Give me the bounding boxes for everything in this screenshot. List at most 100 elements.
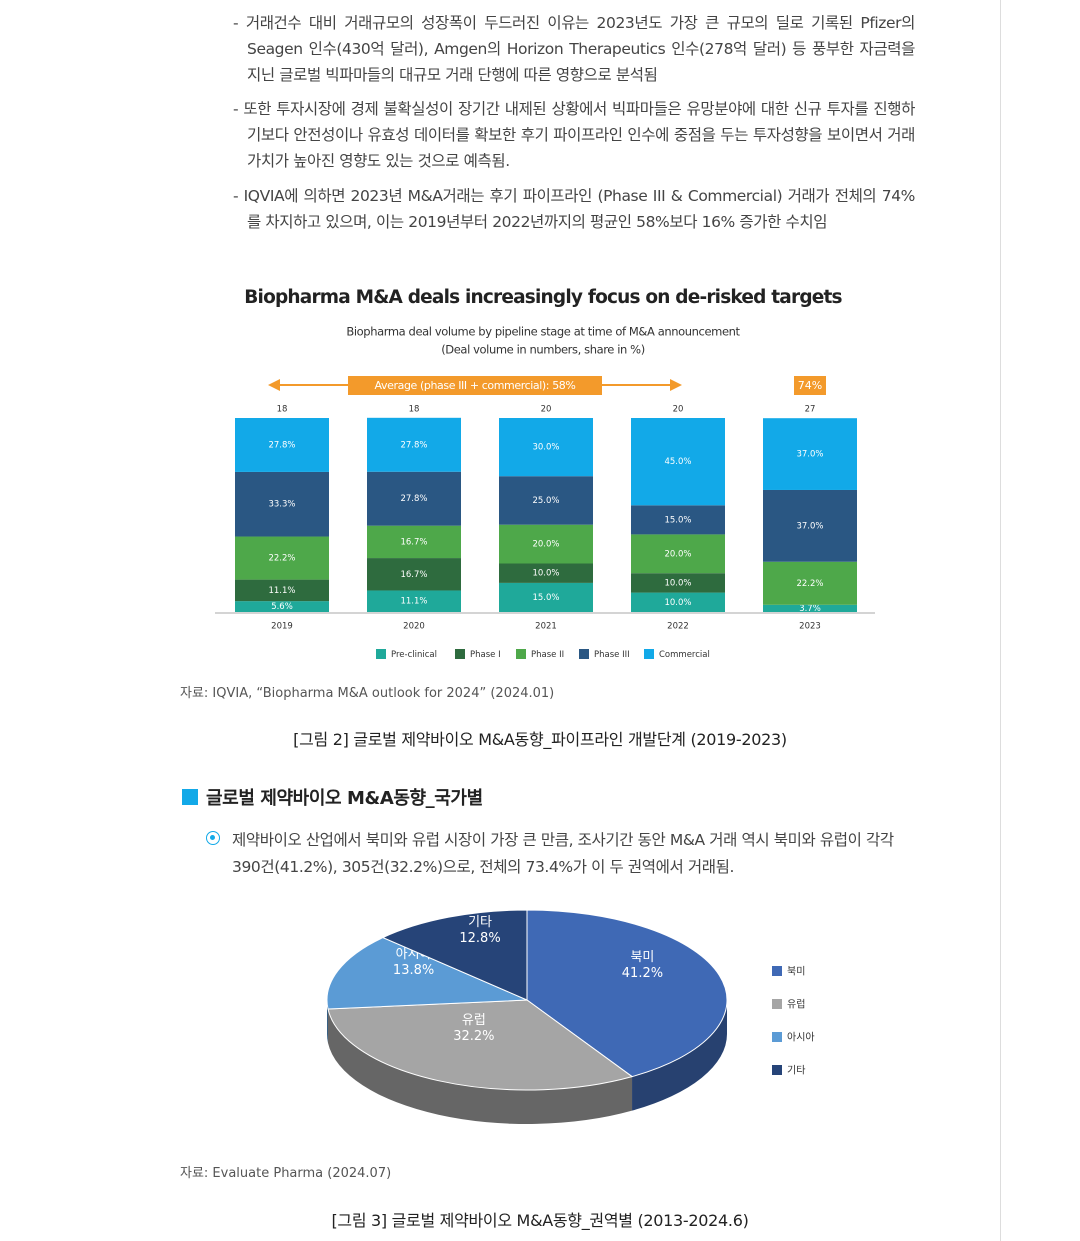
legend-swatch xyxy=(455,649,465,659)
value-label: 10.0% xyxy=(664,578,691,588)
heading-icon xyxy=(182,789,198,805)
caption: [그림 2] 글로벌 제약바이오 M&A동향_파이프라인 개발단계 (2019-… xyxy=(293,730,787,749)
legend-label: 아시아 xyxy=(787,1032,815,1044)
annotation: Average (phase III + commercial): 58% xyxy=(375,379,576,392)
bar-segment xyxy=(367,590,461,612)
x-tick-label: 2023 xyxy=(799,622,821,632)
value-label: 10.0% xyxy=(532,569,559,579)
bullet-text: 또한 투자시장에 경제 불확실성이 장기간 내제된 상황에서 빅파마들은 유망분… xyxy=(243,100,915,170)
value-label: 27.8% xyxy=(268,440,295,450)
legend-label: Phase II xyxy=(531,650,564,660)
total-label: 20 xyxy=(673,405,684,415)
bar-segment xyxy=(631,418,725,506)
value-label: 16.7% xyxy=(400,537,427,547)
pie-side xyxy=(328,1009,633,1124)
chart-title: Biopharma M&A deals increasingly focus o… xyxy=(244,287,842,308)
x-tick-label: 2021 xyxy=(535,622,557,632)
legend-swatch xyxy=(516,649,526,659)
legend-swatch xyxy=(772,999,782,1009)
x-tick-label: 2019 xyxy=(271,622,293,632)
legend-swatch xyxy=(772,966,782,976)
bullet-text: 거래건수 대비 거래규모의 성장폭이 두드러진 이유는 2023년도 가장 큰 … xyxy=(245,14,916,84)
legend-label: Pre-clinical xyxy=(391,650,437,660)
value-label: 15.0% xyxy=(532,593,559,603)
value-label: 30.0% xyxy=(532,443,559,453)
arrow-head xyxy=(670,379,682,391)
bar-segment xyxy=(499,524,593,564)
para-icon xyxy=(206,831,220,845)
bullet-3: - IQVIA에 의하면 2023년 M&A거래는 후기 파이프라인 (Phas… xyxy=(233,187,916,231)
bar-segment xyxy=(235,536,329,580)
value-label: 27.8% xyxy=(400,440,427,450)
value-label: 33.3% xyxy=(268,500,295,510)
pie-slice xyxy=(526,909,728,1078)
bar-segment xyxy=(499,476,593,525)
bullet-2: - 또한 투자시장에 경제 불확실성이 장기간 내제된 상황에서 빅파마들은 유… xyxy=(233,100,915,170)
bar-segment xyxy=(631,592,725,612)
value-label: 11.1% xyxy=(400,597,427,607)
legend-label: Phase I xyxy=(470,650,501,660)
slice-value: 12.8% xyxy=(459,931,500,946)
legend-label: Phase III xyxy=(594,650,630,660)
value-label: 27.8% xyxy=(400,494,427,504)
bar-segment xyxy=(631,573,725,593)
slice-value: 13.8% xyxy=(393,963,434,978)
value-label: 20.0% xyxy=(664,549,691,559)
bullet-1: - 거래건수 대비 거래규모의 성장폭이 두드러진 이유는 2023년도 가장 … xyxy=(233,14,916,84)
legend-label: 기타 xyxy=(787,1065,805,1077)
divider xyxy=(1000,0,1001,1241)
source: 자료: Evaluate Pharma (2024.07) xyxy=(180,1166,392,1181)
annotation: 74% xyxy=(798,379,822,392)
bar-segment xyxy=(367,417,461,472)
paragraph: 제약바이오 산업에서 북미와 유럽 시장이 가장 큰 만큼, 조사기간 동안 M… xyxy=(232,831,894,876)
bar-segment xyxy=(763,561,857,605)
legend-label: Commercial xyxy=(659,650,710,660)
x-tick-label: 2020 xyxy=(403,622,425,632)
bar-segment xyxy=(499,563,593,583)
bar-segment xyxy=(367,558,461,591)
bar-segment xyxy=(631,534,725,574)
value-label: 16.7% xyxy=(400,570,427,580)
value-label: 15.0% xyxy=(664,515,691,525)
pie-side xyxy=(632,1000,727,1111)
caption: [그림 3] 글로벌 제약바이오 M&A동향_권역별 (2013-2024.6) xyxy=(331,1211,749,1230)
value-label: 5.6% xyxy=(271,602,293,612)
x-tick-label: 2022 xyxy=(667,622,689,632)
slice-value: 32.2% xyxy=(453,1029,494,1044)
slice-label: 북미 xyxy=(630,950,654,965)
section-heading: 글로벌 제약바이오 M&A동향_국가별 xyxy=(206,788,483,809)
annotation-box xyxy=(348,376,602,395)
pie-slice xyxy=(381,909,528,1001)
pie-side xyxy=(327,1000,329,1044)
bar-segment xyxy=(367,525,461,559)
annotation-box xyxy=(794,376,826,395)
value-label: 22.2% xyxy=(796,579,823,589)
bar-segment xyxy=(235,601,329,612)
total-label: 18 xyxy=(277,405,288,415)
legend-swatch xyxy=(376,649,386,659)
pie-slice xyxy=(326,937,528,1010)
bar-segment xyxy=(763,489,857,562)
value-label: 25.0% xyxy=(532,496,559,506)
value-label: 11.1% xyxy=(268,586,295,596)
bar-segment xyxy=(235,471,329,537)
slice-value: 41.2% xyxy=(622,966,663,981)
legend-swatch xyxy=(772,1065,782,1075)
chart-subtitle: (Deal volume in numbers, share in %) xyxy=(441,343,645,357)
value-label: 45.0% xyxy=(664,457,691,467)
slice-label: 유럽 xyxy=(462,1013,486,1028)
arrow-head xyxy=(268,379,280,391)
pie-slice xyxy=(327,999,634,1091)
bar-segment xyxy=(631,505,725,535)
bar-segment xyxy=(235,418,329,472)
value-label: 37.0% xyxy=(796,521,823,531)
total-label: 20 xyxy=(541,405,552,415)
chart-subtitle: Biopharma deal volume by pipeline stage … xyxy=(346,325,740,339)
total-label: 27 xyxy=(805,405,816,415)
total-label: 18 xyxy=(409,405,420,415)
bar-segment xyxy=(499,418,593,477)
bar-segment xyxy=(763,604,857,612)
bullet-text: IQVIA에 의하면 2023년 M&A거래는 후기 파이프라인 (Phase … xyxy=(243,187,916,231)
